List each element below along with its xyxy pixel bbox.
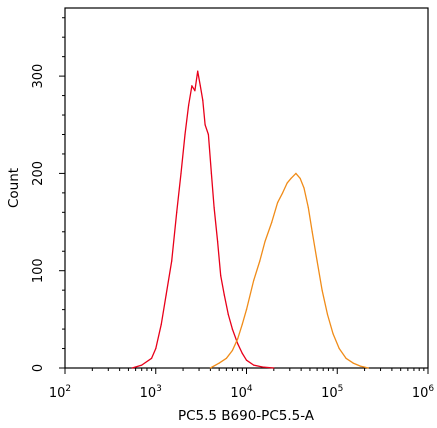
histogram-series-2-point <box>311 231 313 233</box>
histogram-series-2-point <box>231 349 233 352</box>
histogram-series-2-point <box>253 279 255 281</box>
histogram-series-1-point <box>171 260 173 262</box>
histogram-series-1-point <box>253 364 255 366</box>
histogram-series-1-point <box>131 367 133 369</box>
histogram-series-2-point <box>316 260 318 262</box>
histogram-series-2-point <box>332 333 334 335</box>
histogram-series-2-point <box>241 323 243 325</box>
histogram-series-2-point <box>321 289 323 291</box>
histogram-series-2-point <box>237 338 239 340</box>
histogram-series-2-point <box>303 187 305 189</box>
y-axis-ticks: 0 100 200 300 <box>31 64 65 372</box>
histogram-series-1-point <box>199 85 201 87</box>
x-axis-ticks: 102 103 104 105 106 <box>49 368 435 401</box>
histogram-series-2-point <box>282 192 284 194</box>
histogram-series-1-point <box>213 206 215 209</box>
histogram-series-2-point <box>277 202 279 204</box>
histogram-series-1-point <box>151 357 153 359</box>
histogram-series-2-point <box>245 309 248 311</box>
x-tick-label: 104 <box>230 384 253 401</box>
histogram-series-2-point <box>218 362 220 364</box>
histogram-series-1-point <box>207 133 209 136</box>
histogram-series-1-point <box>160 323 162 325</box>
histogram-series-1-point <box>204 124 206 126</box>
histogram-series-2-point <box>326 313 329 316</box>
histogram-series-2-point <box>286 182 288 184</box>
histogram-series-2-point <box>352 362 354 364</box>
x-axis-minor-ticks <box>91 368 425 371</box>
histogram-series-1-point <box>241 352 243 354</box>
histogram-series-1-point <box>217 240 219 243</box>
histogram-series-1-point <box>223 294 225 296</box>
histogram-series-1-point <box>176 211 178 213</box>
histogram-series-1-point <box>261 366 264 368</box>
histogram-series-2-point <box>290 177 292 179</box>
histogram-series-1-point <box>165 294 167 296</box>
series-layer <box>131 70 369 369</box>
plot-frame <box>64 7 429 369</box>
histogram-series-2-point <box>209 367 211 369</box>
x-axis-title: PC5.5 B690-PC5.5-A <box>178 408 315 424</box>
histogram-series-1-point <box>141 364 143 366</box>
histogram-series-2-point <box>345 357 347 359</box>
y-tick-label: 0 <box>31 364 46 372</box>
histogram-series-1-point <box>155 347 157 350</box>
histogram-series-2-point <box>299 177 301 179</box>
histogram-series-1-point <box>180 172 182 174</box>
histogram-series-2-point <box>295 172 297 174</box>
histogram-series-2-point <box>338 347 340 350</box>
y-axis-minor-ticks <box>62 17 65 350</box>
histogram-series-1-point <box>245 359 248 361</box>
histogram-series-1-point <box>231 328 233 330</box>
histogram-series-1-point <box>220 275 222 277</box>
histogram-series-2-point <box>264 240 266 243</box>
x-tick-label: 103 <box>140 384 162 401</box>
histogram-series-2-point <box>307 206 309 209</box>
x-tick-label: 102 <box>49 384 71 401</box>
histogram-series-2-point <box>259 260 261 262</box>
histogram-series-1-point <box>191 85 193 87</box>
histogram-series-1-point <box>237 343 239 345</box>
y-axis-title: Count <box>6 168 22 208</box>
y-tick-label: 300 <box>31 64 46 89</box>
histogram-series-1-point <box>197 70 199 72</box>
histogram-series-1-point <box>194 90 196 92</box>
histogram-series-1-point <box>210 172 212 174</box>
histogram-series-1-point <box>184 133 186 136</box>
histogram-series-2-point <box>359 365 361 367</box>
histogram-series-2-point <box>271 221 273 223</box>
histogram-series-1-point <box>273 367 275 369</box>
y-tick-label: 200 <box>31 161 46 186</box>
histogram-series-1-point <box>202 99 204 101</box>
histogram-series-1-point <box>227 313 229 316</box>
histogram-series-2-point <box>367 367 369 369</box>
x-tick-label: 106 <box>412 384 435 401</box>
histogram-series-2-point <box>225 357 227 359</box>
y-tick-label: 100 <box>31 258 46 283</box>
histogram-series-1-point <box>188 104 190 106</box>
x-tick-label: 105 <box>321 384 343 401</box>
